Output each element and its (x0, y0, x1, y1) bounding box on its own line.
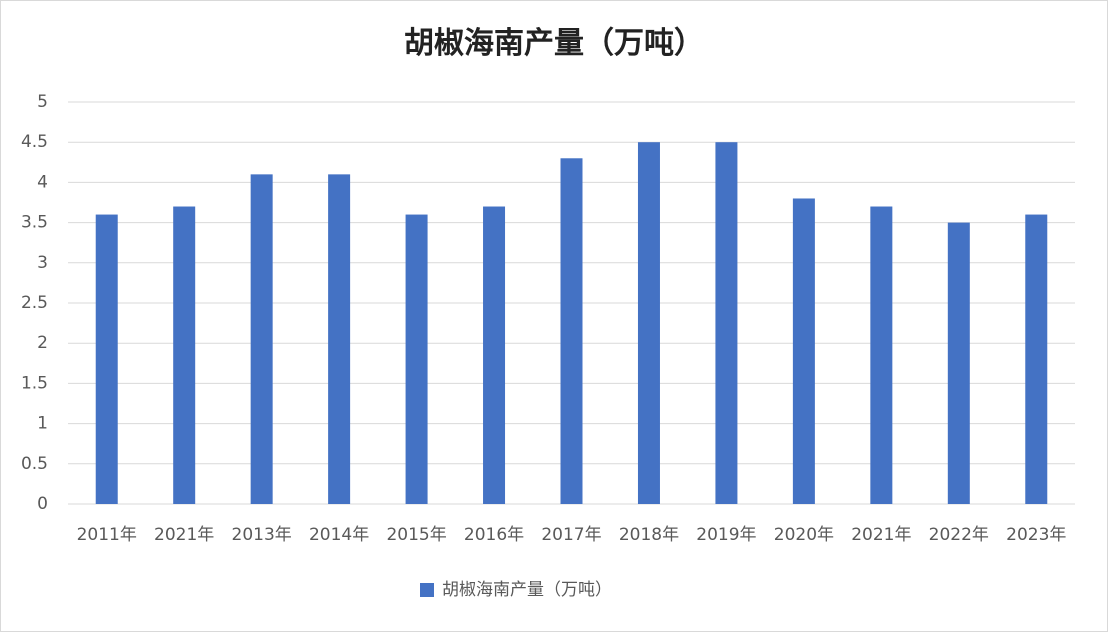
y-tick-label: 3.5 (21, 213, 48, 233)
y-tick-label: 1.5 (21, 373, 48, 393)
x-tick-label: 2018年 (619, 525, 679, 545)
y-tick-label: 4.5 (21, 132, 48, 152)
y-tick-label: 3 (37, 253, 48, 273)
x-tick-label: 2013年 (232, 525, 292, 545)
bar (483, 206, 506, 504)
y-tick-label: 0.5 (21, 454, 48, 474)
x-tick-label: 2014年 (309, 525, 369, 545)
bar (95, 214, 118, 504)
x-tick-label: 2019年 (696, 525, 756, 545)
legend-swatch (420, 583, 434, 597)
y-tick-label: 4 (37, 172, 48, 192)
legend-label: 胡椒海南产量（万吨） (442, 580, 612, 600)
x-tick-label: 2022年 (929, 525, 989, 545)
chart-title: 胡椒海南产量（万吨） (404, 26, 704, 61)
x-tick-label: 2020年 (774, 525, 834, 545)
x-tick-label: 2021年 (851, 525, 911, 545)
x-tick-label: 2015年 (386, 525, 446, 545)
y-tick-label: 0 (37, 494, 48, 514)
bar (792, 198, 815, 505)
bar (405, 214, 428, 504)
y-tick-label: 5 (37, 92, 48, 112)
bar (715, 142, 738, 504)
bar (328, 174, 351, 505)
bar (560, 158, 583, 504)
x-tick-label: 2011年 (77, 525, 137, 545)
bar (947, 222, 970, 504)
y-tick-label: 2.5 (21, 293, 48, 313)
bar (637, 142, 660, 504)
y-tick-label: 2 (37, 333, 48, 353)
bar (1025, 214, 1048, 504)
x-tick-label: 2016年 (464, 525, 524, 545)
x-tick-label: 2023年 (1006, 525, 1066, 545)
x-tick-label: 2017年 (541, 525, 601, 545)
x-tick-label: 2021年 (154, 525, 214, 545)
bar (870, 206, 893, 504)
y-tick-label: 1 (37, 414, 48, 434)
bar (250, 174, 273, 505)
bar (173, 206, 196, 504)
